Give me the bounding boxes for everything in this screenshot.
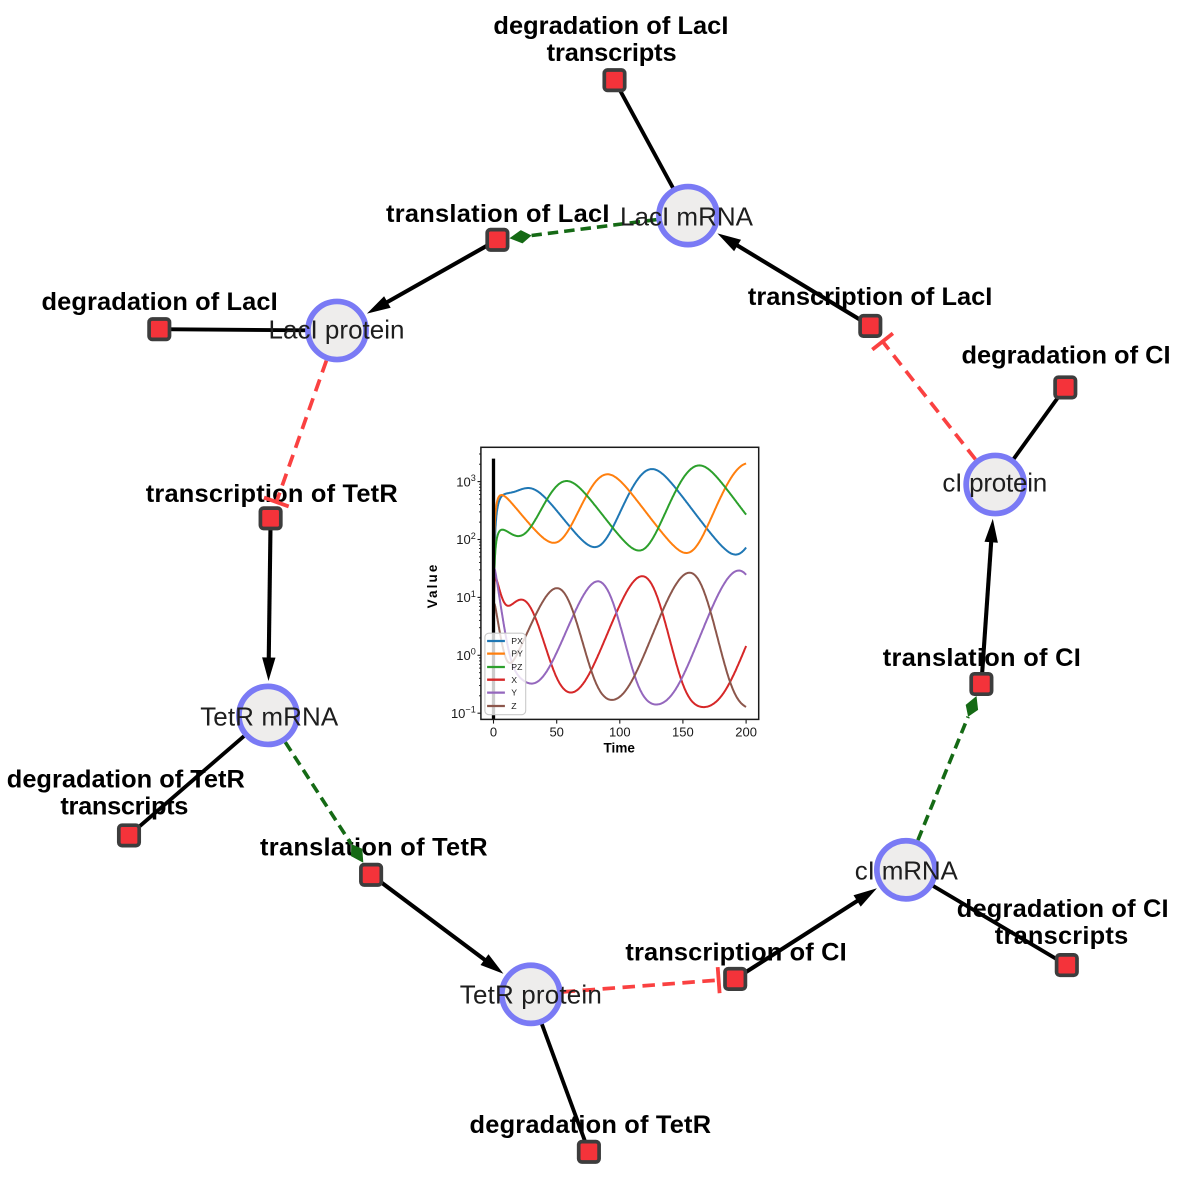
svg-text:Time: Time bbox=[604, 741, 636, 756]
svg-text:X: X bbox=[511, 675, 517, 685]
svg-text:degradation of TetR: degradation of TetR bbox=[7, 766, 245, 794]
svg-text:degradation of CI: degradation of CI bbox=[957, 895, 1169, 923]
svg-text:degradation of LacI: degradation of LacI bbox=[42, 288, 278, 316]
svg-text:degradation of CI: degradation of CI bbox=[961, 342, 1170, 370]
svg-text:translation of TetR: translation of TetR bbox=[260, 834, 488, 862]
svg-text:Y: Y bbox=[511, 688, 517, 698]
svg-text:transcription of LacI: transcription of LacI bbox=[748, 283, 993, 311]
svg-text:cI protein: cI protein bbox=[942, 468, 1047, 498]
svg-text:PY: PY bbox=[511, 649, 523, 659]
svg-text:150: 150 bbox=[672, 724, 694, 739]
svg-text:Value: Value bbox=[425, 564, 440, 608]
svg-text:PZ: PZ bbox=[511, 662, 523, 672]
svg-text:transcripts: transcripts bbox=[547, 39, 677, 67]
svg-text:transcription of TetR: transcription of TetR bbox=[146, 480, 398, 508]
svg-text:LacI protein: LacI protein bbox=[269, 315, 405, 345]
svg-text:0: 0 bbox=[490, 724, 497, 739]
svg-text:50: 50 bbox=[549, 724, 563, 739]
svg-text:Z: Z bbox=[511, 701, 517, 711]
svg-text:transcripts: transcripts bbox=[60, 793, 188, 821]
svg-text:degradation of LacI: degradation of LacI bbox=[493, 12, 728, 40]
svg-text:101: 101 bbox=[456, 589, 476, 605]
svg-text:LacI mRNA: LacI mRNA bbox=[620, 201, 754, 231]
svg-text:translation of LacI: translation of LacI bbox=[386, 200, 609, 228]
svg-text:103: 103 bbox=[456, 473, 476, 489]
svg-text:transcription of CI: transcription of CI bbox=[625, 939, 846, 967]
svg-text:degradation of TetR: degradation of TetR bbox=[470, 1111, 712, 1139]
svg-text:10−1: 10−1 bbox=[451, 705, 476, 721]
svg-text:100: 100 bbox=[609, 724, 631, 739]
svg-text:TetR protein: TetR protein bbox=[460, 980, 602, 1010]
svg-text:TetR mRNA: TetR mRNA bbox=[200, 701, 339, 731]
svg-text:100: 100 bbox=[456, 647, 476, 663]
svg-text:200: 200 bbox=[735, 724, 757, 739]
svg-text:PX: PX bbox=[511, 636, 523, 646]
svg-text:102: 102 bbox=[456, 531, 476, 547]
svg-text:cI mRNA: cI mRNA bbox=[855, 856, 959, 886]
